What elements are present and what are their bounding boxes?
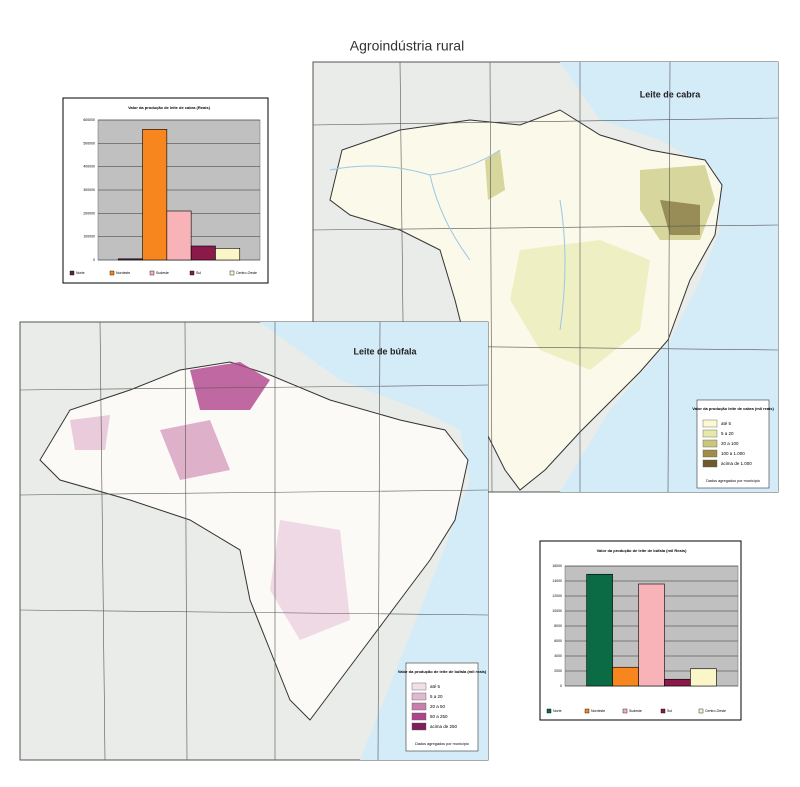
ocean — [560, 62, 778, 492]
y-tick-label: 8000 — [554, 624, 562, 628]
legend-swatch — [411, 682, 427, 691]
chart-title: Valor da produção de leite de cabra (Rea… — [128, 105, 210, 110]
legend-swatch — [109, 270, 115, 276]
legend-swatch — [69, 270, 75, 276]
legend-swatch — [702, 449, 718, 458]
legend-label: 5 a 20 — [430, 694, 443, 699]
rivers — [329, 149, 566, 331]
legend-swatch — [660, 708, 666, 714]
ocean — [260, 322, 488, 760]
legend-label: Sudeste — [156, 271, 169, 275]
legend-swatch — [702, 419, 718, 428]
legend-label: até 5 — [721, 421, 732, 426]
legend-label: 50 a 250 — [430, 714, 448, 719]
map-region — [485, 150, 505, 200]
legend-title: Valor da produção de leite de búfala (mi… — [398, 669, 487, 674]
y-tick-label: 16000 — [552, 564, 562, 568]
legend-label: 100 a 1.000 — [721, 451, 745, 456]
legend-swatch — [189, 270, 195, 276]
y-tick-label: 0 — [560, 684, 562, 688]
chart-title: Valor da produção de leite de búfala (mi… — [597, 548, 687, 553]
map-region — [270, 520, 350, 640]
legend-label: acima de 1.000 — [721, 461, 752, 466]
legend-label: Centro-Oeste — [705, 709, 726, 713]
legend-swatch — [411, 692, 427, 701]
legend-swatch — [702, 459, 718, 468]
legend-swatch — [702, 439, 718, 448]
bar — [690, 668, 717, 687]
bar — [190, 245, 216, 261]
bar — [664, 678, 691, 687]
legend-note: Dados agregados por município — [415, 742, 469, 746]
legend-label: Centro-Oeste — [236, 271, 257, 275]
legend-label: 5 a 20 — [721, 431, 734, 436]
legend-swatch — [622, 708, 628, 714]
legend-title: Valor da produção leite de cabra (mil re… — [692, 406, 774, 411]
y-tick-label: 2000 — [554, 669, 562, 673]
y-tick-label: 10000 — [552, 609, 562, 613]
legend-label: Sul — [667, 709, 672, 713]
map-region — [190, 362, 270, 410]
legend-label: Norte — [553, 709, 562, 713]
legend-label: Nordeste — [116, 271, 130, 275]
bar — [215, 248, 241, 261]
page-title: Agroindústria rural — [350, 38, 464, 54]
legend-label: Nordeste — [591, 709, 605, 713]
y-tick-label: 12000 — [552, 594, 562, 598]
legend-swatch — [411, 722, 427, 731]
y-tick-label: 500000 — [83, 141, 95, 145]
y-tick-label: 300000 — [83, 188, 95, 192]
bar — [117, 258, 143, 261]
legend-note: Dados agregados por município — [706, 479, 760, 483]
legend-swatch — [702, 429, 718, 438]
legend-swatch — [546, 708, 552, 714]
map-region — [160, 420, 230, 480]
graticule — [19, 321, 489, 761]
bar — [142, 129, 168, 261]
legend-label: Sudeste — [629, 709, 642, 713]
map-region — [70, 415, 110, 450]
legend-label: acima de 250 — [430, 724, 458, 729]
legend-swatch — [584, 708, 590, 714]
y-tick-label: 0 — [93, 258, 95, 262]
legend-label: Sul — [196, 271, 201, 275]
brazil — [39, 361, 469, 721]
map-title: Leite de búfala — [353, 346, 417, 356]
legend-swatch — [698, 708, 704, 714]
map-legend: Valor da produção leite de cabra (mil re… — [692, 399, 774, 489]
legend-swatch — [229, 270, 235, 276]
legend-label: 20 a 100 — [721, 441, 739, 446]
legend-label: Norte — [76, 271, 85, 275]
y-tick-label: 200000 — [83, 211, 95, 215]
legend-swatch — [411, 702, 427, 711]
legend-swatch — [411, 712, 427, 721]
y-tick-label: 4000 — [554, 654, 562, 658]
bar — [166, 210, 192, 261]
bar — [586, 573, 613, 687]
y-tick-label: 14000 — [552, 579, 562, 583]
y-tick-label: 100000 — [83, 235, 95, 239]
bar — [638, 583, 665, 687]
map-legend: Valor da produção de leite de búfala (mi… — [398, 662, 487, 752]
map-bufala: Leite de búfala Valor da produção de lei… — [19, 321, 489, 761]
y-tick-label: 400000 — [83, 165, 95, 169]
map-title: Leite de cabra — [640, 89, 702, 99]
legend-label: 20 a 50 — [430, 704, 446, 709]
legend-label: até 5 — [430, 684, 441, 689]
bar — [612, 666, 639, 687]
y-tick-label: 6000 — [554, 639, 562, 643]
legend-swatch — [149, 270, 155, 276]
y-tick-label: 600000 — [83, 118, 95, 122]
